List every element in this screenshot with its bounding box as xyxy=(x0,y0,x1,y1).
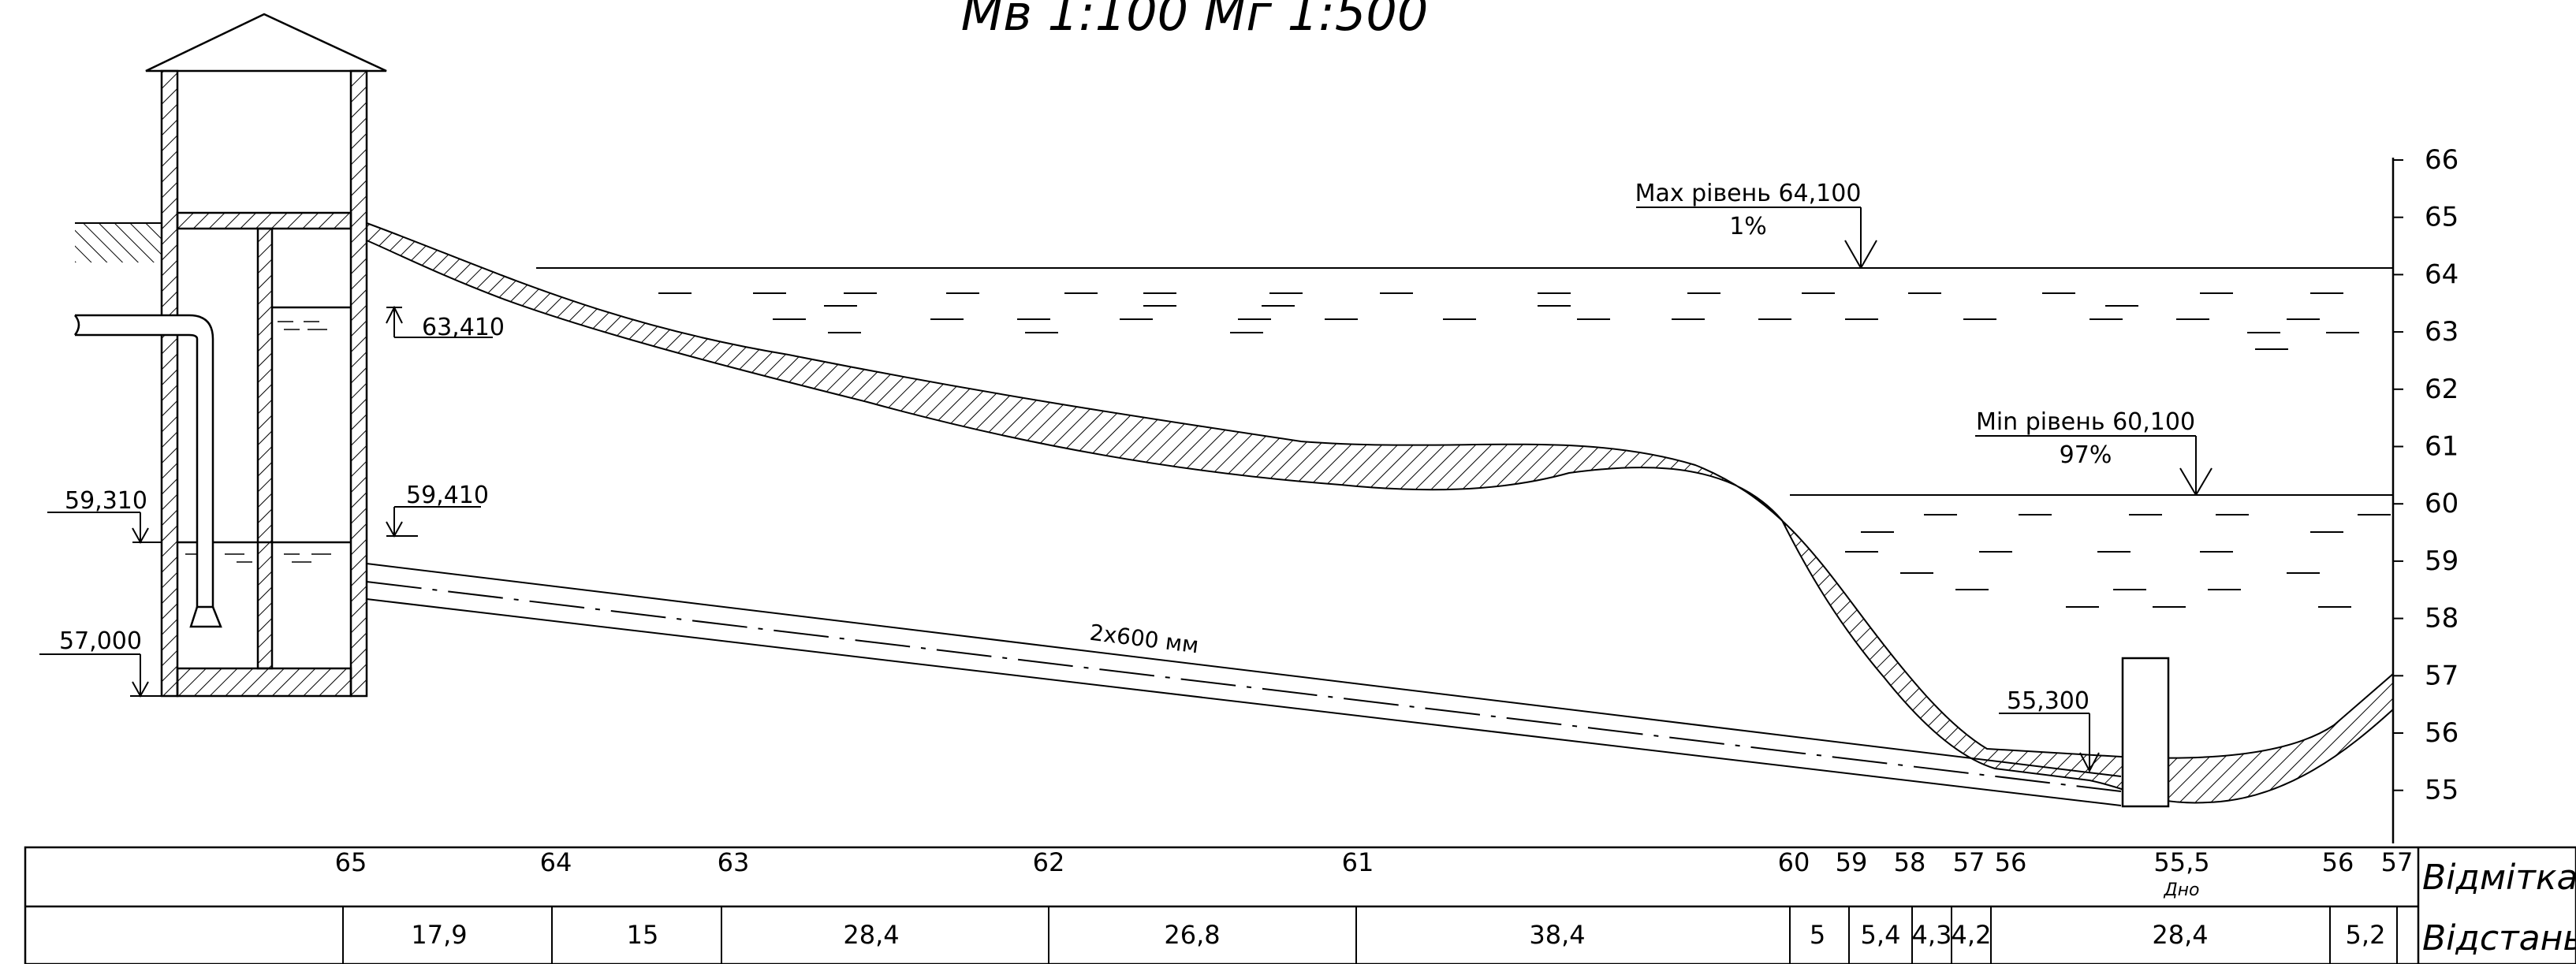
elevation-value: 56 xyxy=(2322,847,2354,877)
distance-value: 38,4 xyxy=(1529,920,1585,950)
elevation-value: 64 xyxy=(540,847,572,877)
distance-value: 28,4 xyxy=(843,920,899,950)
distance-value: 28,4 xyxy=(2152,920,2208,950)
max-level-marker xyxy=(1636,207,1877,269)
mark-57000: 57,000 xyxy=(59,627,142,655)
distance-value: 4,3 xyxy=(1912,920,1952,950)
elevation-value: 60 xyxy=(1778,847,1810,877)
min-level-marker xyxy=(1975,435,2213,496)
distance-value: 5,2 xyxy=(2346,920,2386,950)
scale-tick-label: 57 xyxy=(2425,660,2459,691)
distance-value: 15 xyxy=(627,920,659,950)
distance-value: 5,4 xyxy=(1861,920,1901,950)
river-water xyxy=(536,267,2393,608)
scale-tick-label: 56 xyxy=(2425,717,2459,749)
scale-tick-label: 58 xyxy=(2425,603,2459,635)
max-level-label: Max рівень 64,100 xyxy=(1635,180,1862,207)
ground-slope xyxy=(366,221,2394,804)
distance-value: 4,2 xyxy=(1952,920,1992,950)
min-level-label: Min рівень 60,100 xyxy=(1976,408,2195,436)
scale-tick-label: 62 xyxy=(2425,374,2459,405)
scale-tick-label: 60 xyxy=(2425,488,2459,519)
mark-63410: 63,410 xyxy=(422,314,505,341)
elevation-value: 62 xyxy=(1033,847,1065,877)
intake-head xyxy=(2121,657,2170,808)
elevation-scale: 66 65 64 63 62 61 60 59 58 57 56 55 xyxy=(2391,144,2459,843)
mark-57000-leader xyxy=(39,653,162,698)
min-level-percent: 97% xyxy=(2060,441,2112,469)
elevation-value: 57 xyxy=(1953,847,1985,877)
scale-tick-label: 63 xyxy=(2425,316,2459,348)
distance-value: 17,9 xyxy=(411,920,467,950)
drawing-title: Мв 1:100 Мг 1:500 xyxy=(961,0,1429,42)
bottom-note: Дно xyxy=(2163,880,2199,900)
mark-55300: 55,300 xyxy=(2007,687,2090,715)
row-label-elevation: Відмітка xyxy=(2422,858,2576,898)
elevation-value: 55,5 xyxy=(2153,847,2209,877)
elevation-value: 58 xyxy=(1894,847,1926,877)
scale-tick-label: 55 xyxy=(2425,775,2459,806)
mark-59410-leader xyxy=(386,506,481,538)
scale-tick-label: 61 xyxy=(2425,431,2459,463)
scale-tick-label: 59 xyxy=(2425,545,2459,577)
elevation-value: 59 xyxy=(1836,847,1868,877)
elevation-value: 57 xyxy=(2381,847,2414,877)
elevation-value: 61 xyxy=(1342,847,1374,877)
mark-55300-leader xyxy=(1999,713,2100,773)
elevation-value: 56 xyxy=(1995,847,2027,877)
mark-59310-leader xyxy=(47,512,162,545)
ground-left xyxy=(75,222,162,262)
distance-value: 26,8 xyxy=(1164,920,1220,950)
distance-value: 5 xyxy=(1810,920,1825,950)
scale-tick-label: 64 xyxy=(2425,259,2459,290)
profile-table: Відмітка Відстань 65 64 63 62 61 60 59 58 57 56 55… xyxy=(24,846,2576,964)
gravity-pipe xyxy=(366,563,2122,806)
mark-63410-leader xyxy=(386,305,493,338)
elevation-value: 63 xyxy=(718,847,750,877)
max-level-percent: 1% xyxy=(1729,213,1767,240)
row-label-distance: Відстань xyxy=(2422,918,2576,958)
elevation-value: 65 xyxy=(335,847,367,877)
scale-tick-label: 65 xyxy=(2425,202,2459,233)
mark-59310: 59,310 xyxy=(65,487,147,515)
intake-well xyxy=(73,13,387,698)
mark-59410: 59,410 xyxy=(406,482,489,509)
scale-tick-label: 66 xyxy=(2425,144,2459,176)
